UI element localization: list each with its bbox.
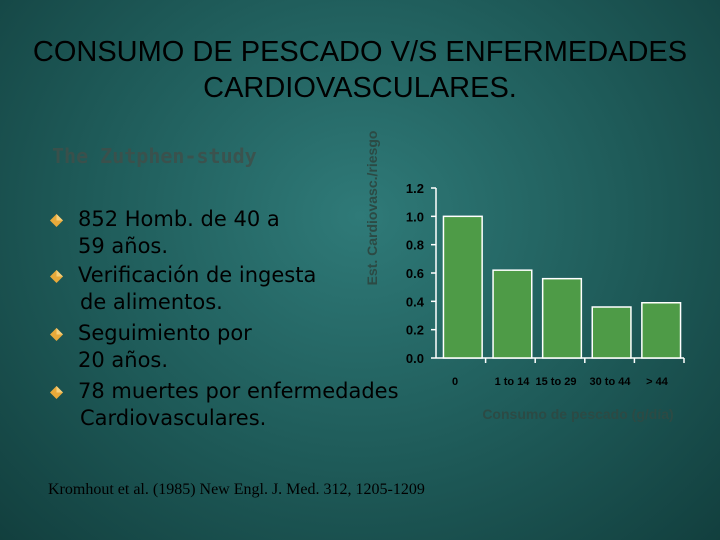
bullet-text-line-1: 852 Homb. de 40 a	[78, 207, 280, 231]
y-tick-label: 0.8	[406, 238, 424, 253]
y-axis-label: Est. Cardiovasc./riesgo	[364, 131, 380, 286]
bar	[541, 277, 583, 359]
bar	[591, 306, 632, 359]
bullet-text-line-1: 78 muertes por enfermedades	[78, 379, 399, 403]
y-tick-label: 1.2	[406, 181, 424, 196]
slide-title-line-2: CARDIOVASCULARES.	[203, 72, 517, 104]
bar	[492, 269, 533, 359]
bar	[641, 302, 682, 359]
bullet-item: 78 muertes por enfermedades Cardiovascul…	[50, 378, 470, 432]
bullet-text-line-2: Cardiovasculares.	[80, 406, 267, 430]
y-tick-label: 0.6	[406, 266, 424, 281]
bullet-item: Seguimiento por 20 años.	[50, 320, 470, 374]
x-tick-label: > 44	[646, 376, 669, 388]
diamond-bullet-icon	[50, 386, 63, 399]
study-subtitle: The Zutphen-study	[52, 144, 257, 168]
slide-title-line-1: CONSUMO DE PESCADO V/S ENFERMEDADES	[32, 36, 688, 68]
bullet-text-line-1: Seguimiento por	[78, 321, 252, 345]
y-tick-label: 0.2	[406, 323, 424, 338]
x-tick-label: 30 to 44	[590, 376, 632, 388]
bullet-item: 852 Homb. de 40 a 59 años.	[50, 206, 470, 260]
bullet-list: 852 Homb. de 40 a 59 años. Verificación …	[50, 206, 470, 436]
diamond-bullet-icon	[50, 214, 63, 227]
y-tick-label: 1.0	[406, 209, 424, 224]
bullet-text-line-2: 59 años.	[78, 234, 169, 258]
diamond-bullet-icon	[50, 328, 63, 341]
x-tick-label: 0	[452, 376, 458, 388]
bullet-item: Verificación de ingesta de alimentos.	[50, 262, 470, 316]
x-tick-label: 15 to 29	[536, 376, 577, 388]
y-tick-label: 0.0	[406, 351, 424, 366]
x-tick-label: 1 to 14	[495, 376, 531, 388]
bullet-text-line-2: de alimentos.	[80, 290, 223, 314]
y-tick-label: 0.4	[406, 294, 425, 309]
bullet-text-line-1: Verificación de ingesta	[78, 263, 317, 287]
bullet-text-line-2: 20 años.	[78, 348, 169, 372]
x-axis-label: Consumo de pescado (g/día)	[482, 406, 673, 422]
bar	[442, 215, 483, 359]
citation: Kromhout et al. (1985) New Engl. J. Med.…	[48, 481, 425, 498]
diamond-bullet-icon	[50, 270, 63, 283]
slide-title: CONSUMO DE PESCADO V/S ENFERMEDADES CARD…	[0, 34, 720, 106]
